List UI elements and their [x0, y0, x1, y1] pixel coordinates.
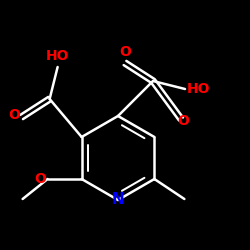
Text: O: O [119, 45, 131, 59]
Text: HO: HO [46, 49, 70, 63]
Text: N: N [112, 192, 124, 208]
Text: O: O [8, 108, 20, 122]
Text: O: O [177, 114, 189, 128]
Text: O: O [34, 172, 46, 186]
Text: HO: HO [187, 82, 210, 96]
